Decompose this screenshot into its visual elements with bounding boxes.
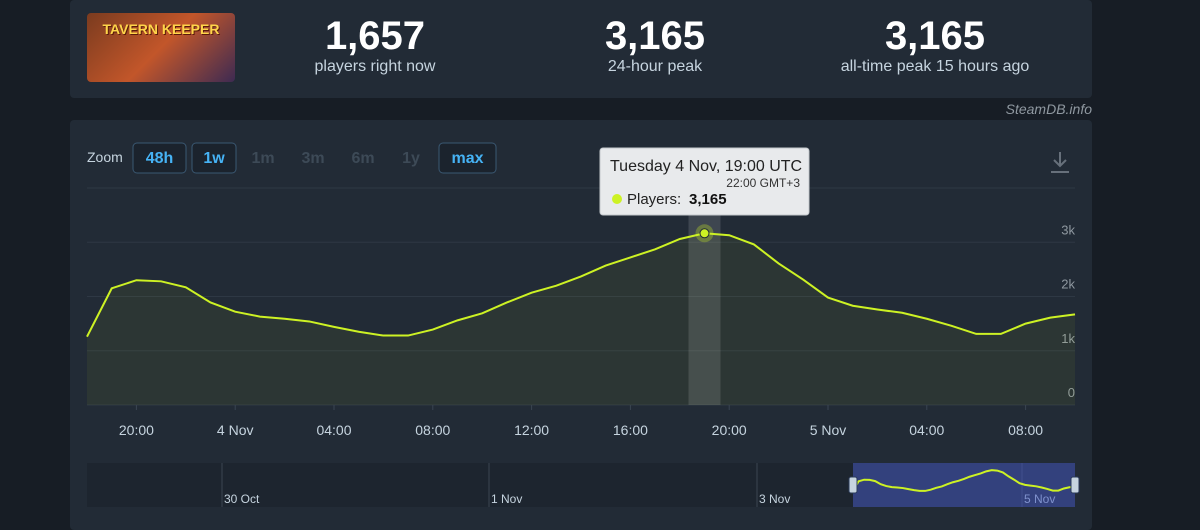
zoom-button[interactable]: 1m (251, 150, 274, 167)
hover-band (688, 188, 721, 405)
stats-panel: TAVERN KEEPER 1,657 players right now 3,1… (70, 0, 1092, 98)
stat-value: 1,657 (324, 14, 426, 58)
zoom-button[interactable]: 48h (146, 150, 174, 167)
y-tick-label: 0 (1068, 385, 1075, 400)
navigator-selection (853, 463, 1075, 507)
tooltip-value: 3,165 (689, 191, 727, 208)
zoom-button-frame (191, 142, 237, 174)
navigator-label: 1 Nov (491, 492, 522, 506)
watermark: SteamDB.info (1005, 101, 1092, 117)
tooltip-title: Tuesday 4 Nov, 19:00 UTC (610, 158, 802, 175)
stat-label: 24-hour peak (607, 58, 703, 75)
point (699, 228, 710, 239)
y-tick-label: 3k (1061, 222, 1075, 237)
x-tick-label: 04:00 (909, 422, 944, 438)
zoom-button[interactable]: 1w (203, 150, 225, 167)
navigator-label: 3 Nov (759, 492, 790, 506)
stat: 1,657 players right now (245, 14, 505, 76)
navigator-line (852, 469, 1076, 492)
zoom-button-frame (132, 142, 187, 174)
stat: 3,165 24-hour peak (525, 14, 785, 76)
x-tick-label: 4 Nov (217, 422, 254, 438)
x-tick-label: 20:00 (119, 422, 154, 438)
y-tick-label: 2k (1061, 277, 1075, 292)
x-tick-label: 04:00 (316, 422, 351, 438)
x-tick-label: 08:00 (415, 422, 450, 438)
zoom-button[interactable]: 3m (301, 150, 324, 167)
navigator-handle (848, 476, 858, 494)
tooltip-marker (612, 194, 622, 204)
line (86, 232, 1076, 338)
zoom-button-frame (438, 142, 497, 174)
x-tick-label: 08:00 (1008, 422, 1043, 438)
tooltip-series: Players: (627, 191, 681, 208)
stat-label: all-time peak 15 hours ago (840, 58, 1030, 75)
zoom-button[interactable]: 1y (402, 150, 420, 167)
stat-value: 3,165 (884, 14, 986, 58)
navigator-handle (1070, 476, 1080, 494)
navigator-label: 30 Oct (224, 492, 260, 506)
game-logo: TAVERN KEEPER (87, 13, 235, 82)
download-icon[interactable] (1051, 152, 1069, 173)
zoom-button[interactable]: max (451, 150, 483, 167)
area (87, 233, 1075, 405)
stat-value: 3,165 (604, 14, 706, 58)
x-tick-label: 20:00 (712, 422, 747, 438)
zoom-button[interactable]: 6m (351, 150, 374, 167)
x-tick-label: 16:00 (613, 422, 648, 438)
x-tick-label: 12:00 (514, 422, 549, 438)
stat-label: players right now (314, 58, 436, 75)
tooltip-local-time: 22:00 GMT+3 (726, 176, 800, 190)
tooltip (599, 147, 810, 216)
x-tick-label: 5 Nov (810, 422, 847, 438)
zoom-label: Zoom (87, 149, 123, 165)
stat: 3,165 all-time peak 15 hours ago (805, 14, 1065, 76)
y-tick-label: 1k (1061, 331, 1075, 346)
